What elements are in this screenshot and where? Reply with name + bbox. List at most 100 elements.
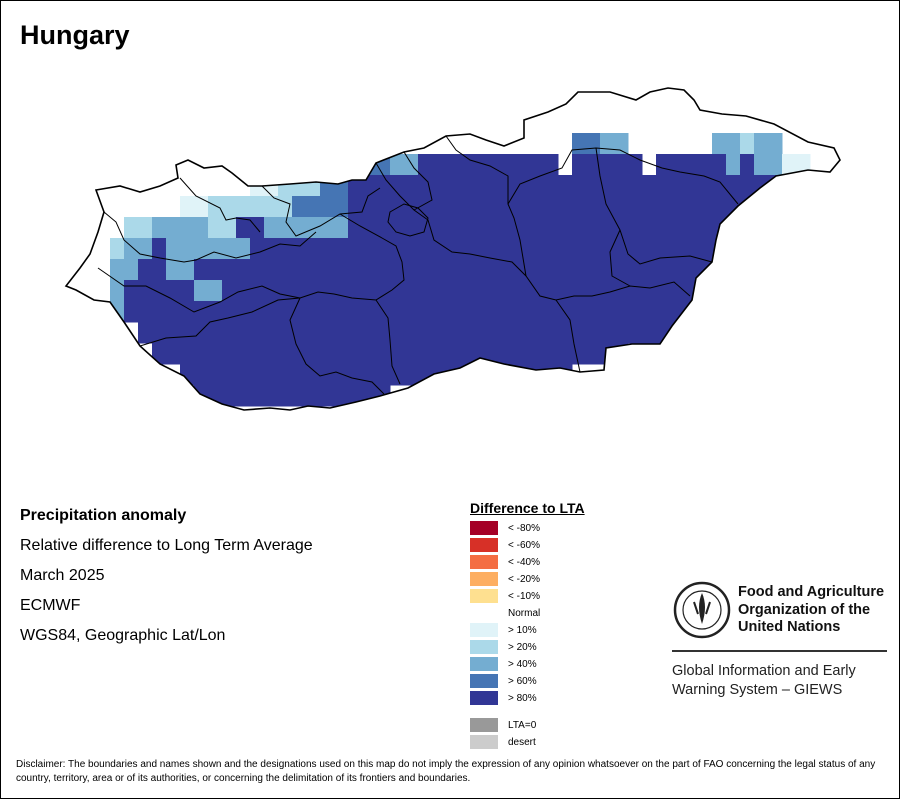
grid-cell	[572, 154, 587, 176]
grid-cell	[614, 217, 629, 239]
grid-cell	[684, 259, 699, 281]
grid-cell	[432, 175, 447, 197]
grid-cell	[446, 280, 461, 302]
grid-cell	[236, 385, 251, 407]
grid-cell	[726, 301, 741, 323]
disclaimer: Disclaimer: The boundaries and names sho…	[16, 759, 876, 784]
grid-cell	[194, 196, 209, 218]
grid-cell	[152, 343, 167, 365]
info-heading: Precipitation anomaly	[20, 507, 187, 524]
grid-cell	[740, 175, 755, 197]
grid-cell	[278, 343, 293, 365]
grid-cell	[460, 343, 475, 365]
grid-cell	[208, 217, 223, 239]
grid-cell	[446, 238, 461, 260]
grid-cell	[362, 364, 377, 386]
grid-cell	[390, 154, 405, 176]
grid-cell	[124, 280, 139, 302]
grid-cell	[782, 238, 797, 260]
grid-cell	[390, 280, 405, 302]
grid-cell	[754, 259, 769, 281]
grid-cell	[614, 154, 629, 176]
grid-cell	[292, 238, 307, 260]
grid-cell	[488, 259, 503, 281]
grid-cell	[474, 364, 489, 386]
grid-cell	[348, 217, 363, 239]
giews-name: Global Information and Early Warning Sys…	[672, 663, 856, 698]
grid-cell	[474, 217, 489, 239]
grid-cell	[684, 217, 699, 239]
grid-cell	[474, 343, 489, 365]
grid-cell	[754, 238, 769, 260]
grid-cell	[222, 238, 237, 260]
grid-cell	[754, 301, 769, 323]
grid-cell	[684, 196, 699, 218]
grid-cell	[810, 259, 825, 281]
grid-cell	[544, 364, 559, 386]
grid-cell	[292, 196, 307, 218]
grid-cell	[572, 133, 587, 155]
legend-label: < -80%	[508, 522, 540, 534]
grid-cell	[432, 322, 447, 344]
grid-cell	[264, 238, 279, 260]
grid-cell	[544, 343, 559, 365]
grid-cell	[390, 259, 405, 281]
grid-cell	[348, 301, 363, 323]
grid-cell	[558, 343, 573, 365]
grid-cell	[726, 154, 741, 176]
grid-cell	[250, 196, 265, 218]
grid-cell	[278, 238, 293, 260]
grid-cell	[110, 238, 125, 260]
grid-cell	[796, 196, 811, 218]
grid-cell	[362, 322, 377, 344]
legend-title: Difference to LTA	[470, 500, 585, 516]
grid-cell	[572, 343, 587, 365]
grid-cell	[544, 238, 559, 260]
grid-cell	[600, 217, 615, 239]
grid-cell	[250, 217, 265, 239]
grid-cell	[656, 259, 671, 281]
grid-cell	[152, 217, 167, 239]
grid-cell	[306, 175, 321, 197]
grid-cell	[334, 196, 349, 218]
grid-cell	[404, 259, 419, 281]
grid-cell	[586, 238, 601, 260]
grid-cell	[278, 280, 293, 302]
grid-cell	[362, 112, 377, 134]
grid-cell	[250, 322, 265, 344]
legend-swatch	[470, 521, 498, 535]
grid-cell	[292, 154, 307, 176]
grid-cell	[712, 259, 727, 281]
grid-cell	[796, 217, 811, 239]
grid-cell	[698, 154, 713, 176]
grid-cell	[782, 196, 797, 218]
grid-cell	[208, 280, 223, 302]
legend-swatch	[470, 657, 498, 671]
grid-cell	[586, 343, 601, 365]
grid-cell	[348, 175, 363, 197]
grid-cell	[152, 259, 167, 281]
grid-cell	[460, 238, 475, 260]
grid-cell	[166, 280, 181, 302]
grid-cell	[698, 196, 713, 218]
legend-item: > 80%	[470, 691, 537, 705]
grid-cell	[488, 217, 503, 239]
grid-cell	[474, 259, 489, 281]
legend-item: > 10%	[470, 623, 537, 637]
grid-cell	[138, 301, 153, 323]
grid-cell	[320, 238, 335, 260]
grid-cell	[376, 322, 391, 344]
grid-cell	[838, 196, 840, 218]
grid-cell	[698, 280, 713, 302]
grid-cell	[180, 196, 195, 218]
grid-cell	[712, 154, 727, 176]
grid-cell	[614, 196, 629, 218]
legend-label: < -10%	[508, 590, 540, 602]
grid-cell	[306, 301, 321, 323]
grid-cell	[166, 343, 181, 365]
grid-cell	[572, 259, 587, 281]
grid-cell	[586, 280, 601, 302]
grid-cell	[376, 259, 391, 281]
grid-cell	[236, 196, 251, 218]
grid-cell	[264, 301, 279, 323]
